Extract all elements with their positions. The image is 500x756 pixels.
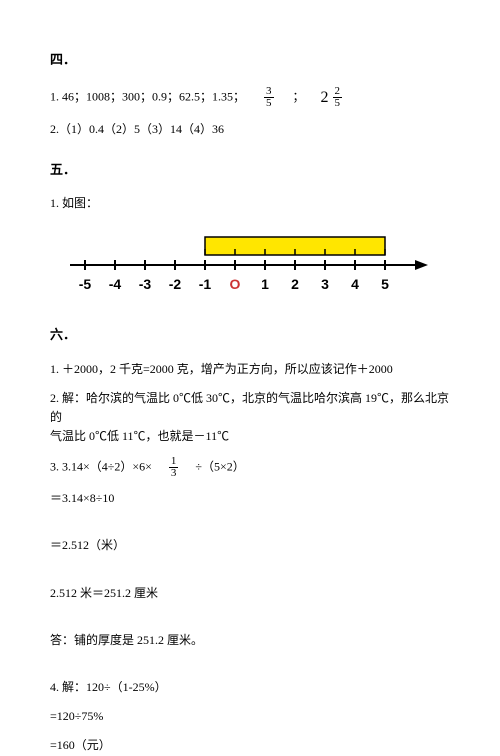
fraction-3-5: 3 5 [264,86,274,109]
s6-l5: ＝2.512（米） [50,536,450,555]
s6-l2a: 2. 解：哈尔滨的气温比 0℃低 30℃，北京的气温比哈尔滨高 19℃，那么北京… [50,389,450,427]
s6-l3-post: ÷（5×2） [195,460,244,474]
s6-l2b: 气温比 0℃低 11℃，也就是－11℃ [50,427,450,446]
tick-4: 4 [351,276,359,292]
tick-m5: -5 [79,276,92,292]
s6-l7: 答：铺的厚度是 251.2 厘米。 [50,631,450,650]
s6-l3-pre: 3. 3.14×（4÷2）×6× [50,460,152,474]
tick-1: 1 [261,276,269,292]
s6-l3: 3. 3.14×（4÷2）×6× 1 3 ÷（5×2） [50,456,450,479]
mixed-frac: 2 5 [333,86,343,109]
mixed-2-2-5: 2 2 5 [321,85,346,111]
tick-3: 3 [321,276,329,292]
s4-line2: 2.（1）0.4（2）5（3）14（4）36 [50,120,450,139]
fraction-1-3: 1 3 [169,456,179,479]
section-4-title: 四． [50,50,450,71]
s4-line1: 1. 46；1008；300；0.9；62.5；1.35； 3 5 ； 2 2 … [50,85,450,111]
tick-m4: -4 [109,276,122,292]
tick-m2: -2 [169,276,182,292]
s6-l1: 1. ＋2000，2 千克=2000 克，增产为正方向，所以应该记作＋2000 [50,360,450,379]
mixed-whole: 2 [321,85,329,111]
frac-den: 3 [169,468,179,479]
tick-zero: O [230,276,241,292]
section-5-title: 五． [50,160,450,181]
section-6-title: 六． [50,325,450,346]
frac-den: 5 [333,98,343,109]
s6-l6: 2.512 米＝251.2 厘米 [50,584,450,603]
tick-m1: -1 [199,276,212,292]
s5-line1: 1. 如图： [50,194,450,213]
number-line-svg: -5 -4 -3 -2 -1 O 1 2 3 4 5 [70,229,430,299]
tick-m3: -3 [139,276,152,292]
s6-l4: ＝3.14×8÷10 [50,489,450,508]
tick-2: 2 [291,276,299,292]
s6-l9: =120÷75% [50,707,450,726]
s6-l10: =160（元） [50,736,450,755]
frac-den: 5 [264,98,274,109]
number-line: -5 -4 -3 -2 -1 O 1 2 3 4 5 [70,229,450,305]
arrowhead-icon [415,260,428,270]
tick-5: 5 [381,276,389,292]
sep: ； [293,89,305,103]
s6-l8: 4. 解：120÷（1-25%） [50,678,450,697]
axis-labels: -5 -4 -3 -2 -1 O 1 2 3 4 5 [79,276,389,292]
s4-line1-prefix: 1. 46；1008；300；0.9；62.5；1.35； [50,89,245,103]
